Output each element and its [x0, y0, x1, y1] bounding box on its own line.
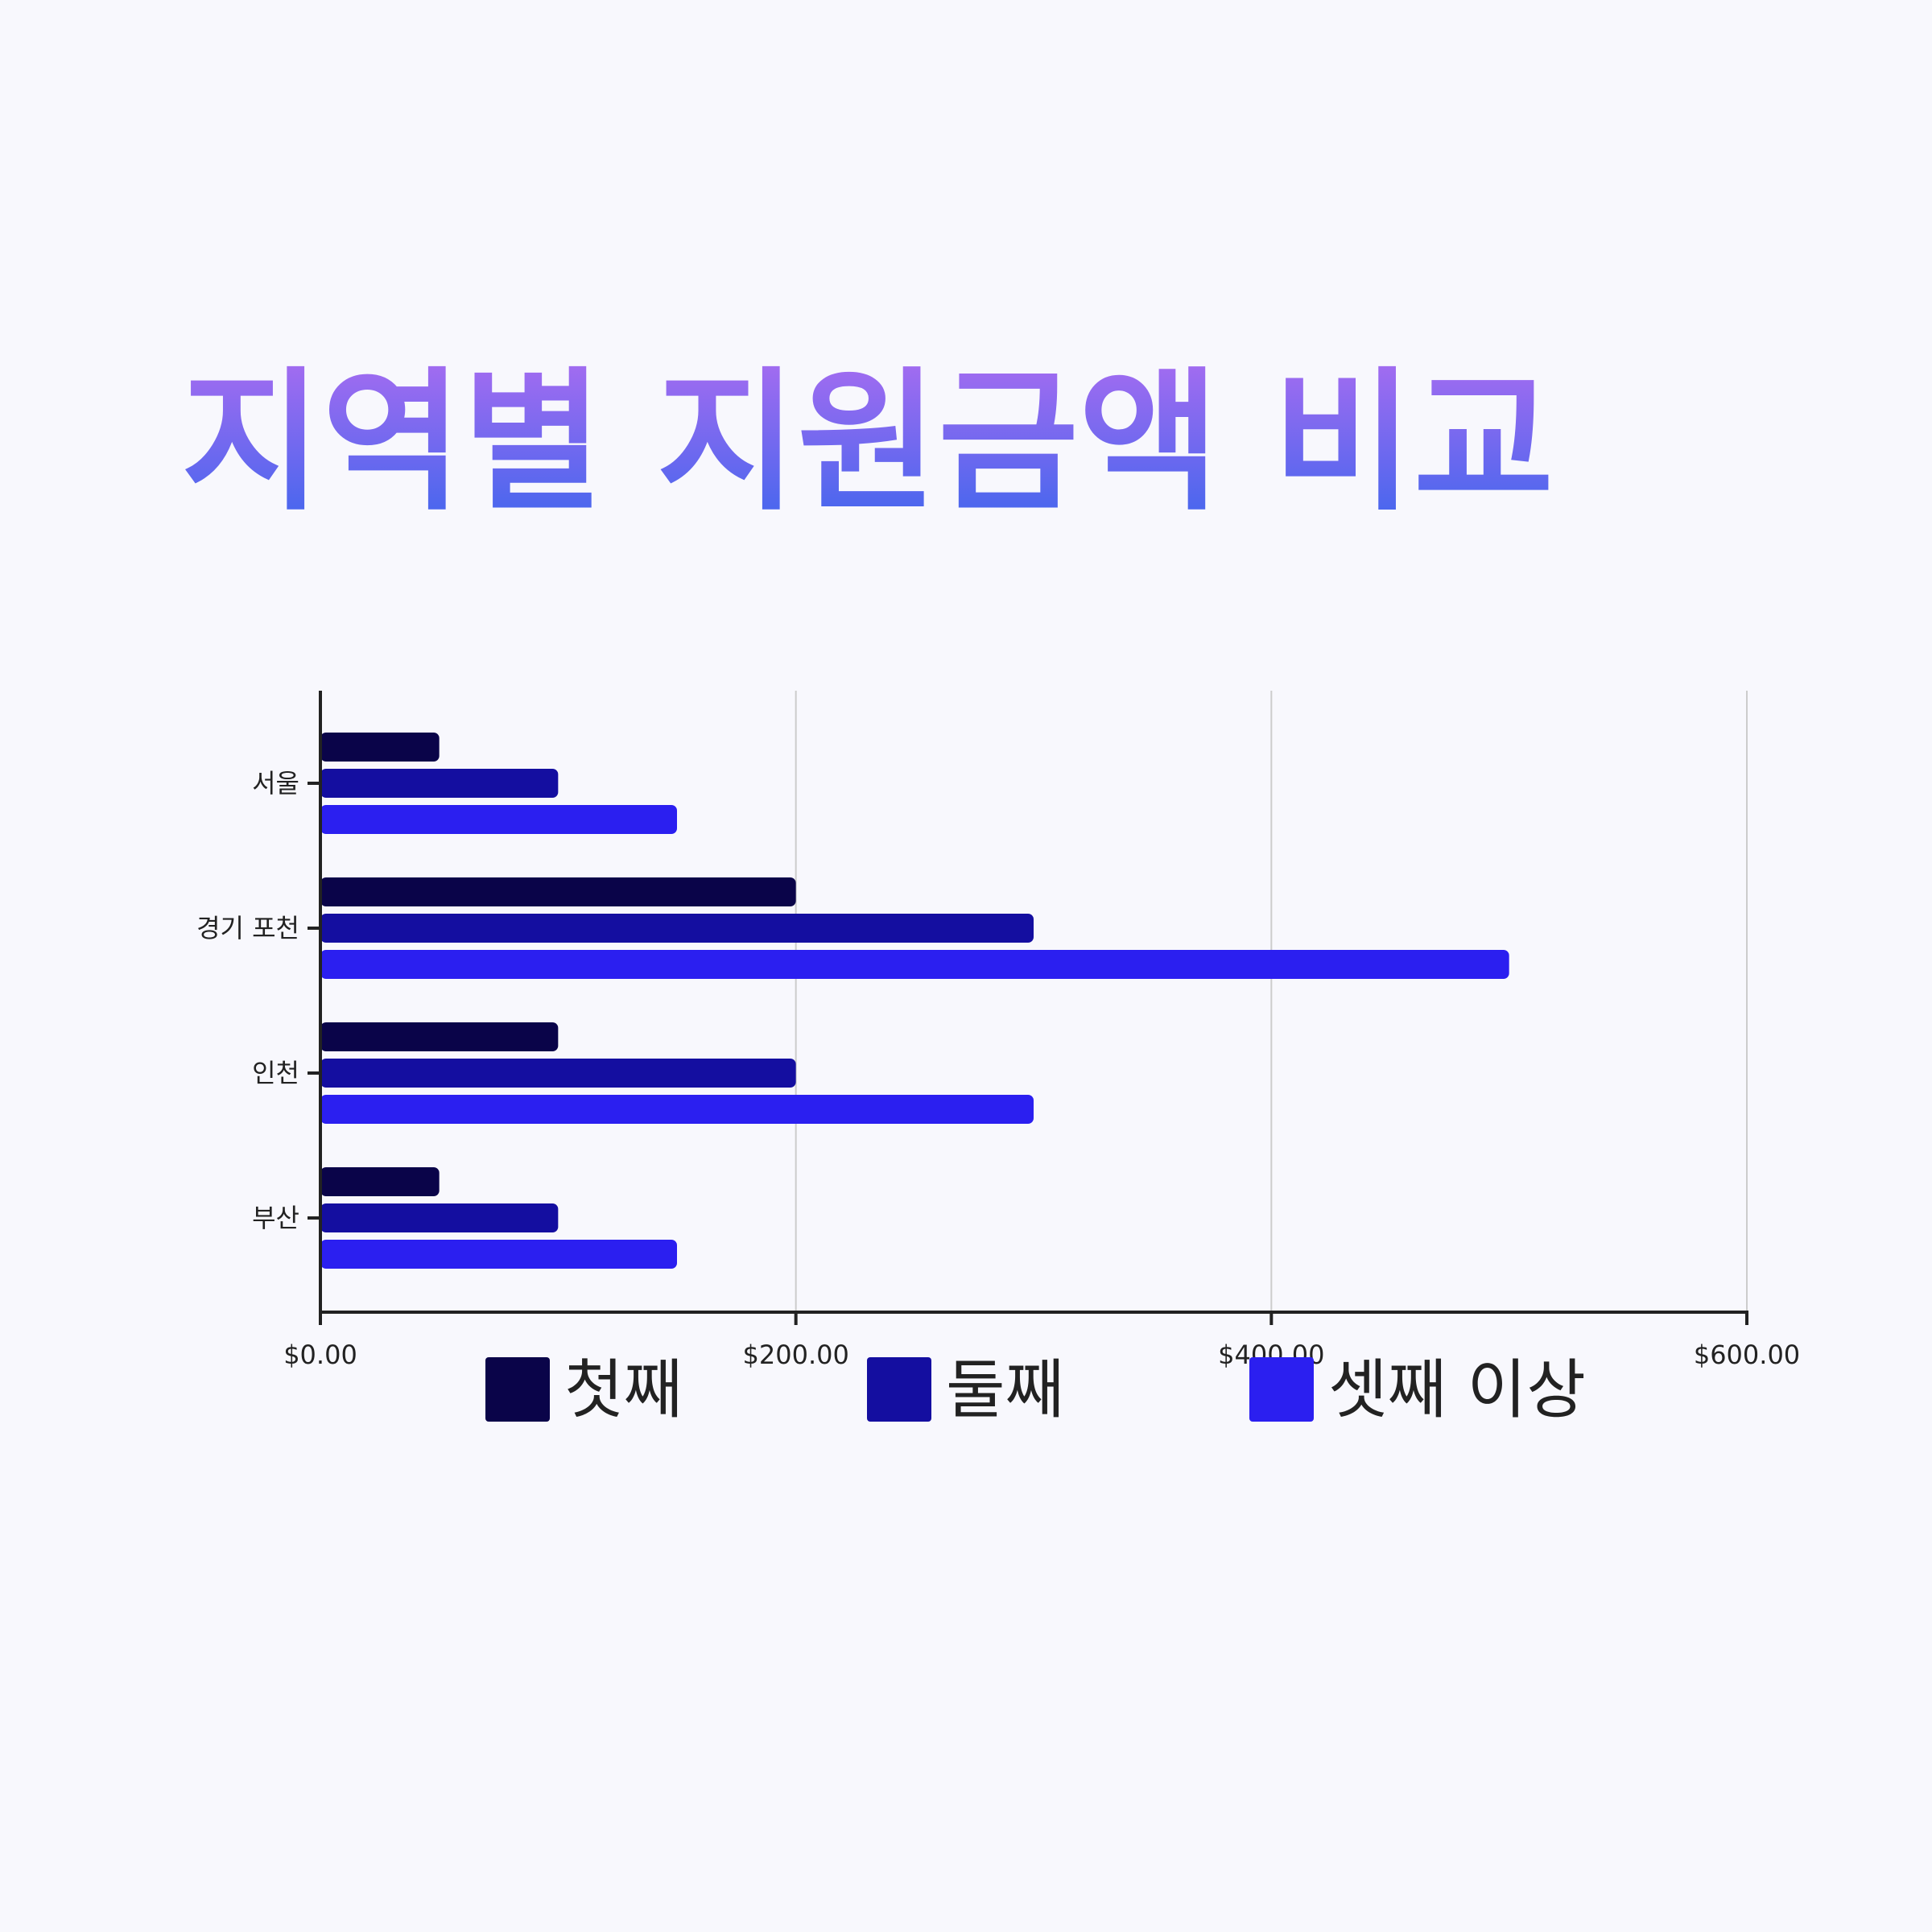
- bar-3-0: [320, 1167, 440, 1196]
- bar-1-1: [320, 914, 1034, 943]
- bar-2-1: [320, 1059, 796, 1088]
- bar-3-2: [320, 1240, 677, 1269]
- bar-1-0: [320, 877, 796, 906]
- legend-label-2: 셋째 이상: [1328, 1352, 1586, 1427]
- bar-0-0: [320, 733, 440, 762]
- legend: 첫째 둘째 셋째 이상: [485, 1352, 1586, 1427]
- legend-label-0: 첫째: [564, 1352, 683, 1427]
- x-tick-label-1: $200.00: [743, 1340, 849, 1370]
- bar-0-1: [320, 769, 559, 798]
- bars: [320, 733, 1509, 1269]
- legend-swatch-2: [1249, 1357, 1314, 1422]
- y-tick-label-2: 인천: [252, 1058, 299, 1088]
- x-tick-label-0: $0.00: [283, 1340, 357, 1370]
- x-tick-label-3: $600.00: [1694, 1340, 1800, 1370]
- legend-swatch-0: [485, 1357, 550, 1422]
- bar-0-2: [320, 805, 677, 834]
- y-tick-label-1: 경기 포천: [196, 913, 299, 943]
- legend-label-1: 둘째: [946, 1352, 1064, 1427]
- y-tick-label-3: 부산: [252, 1203, 299, 1233]
- bar-3-1: [320, 1203, 559, 1232]
- chart-title: 지역별 지원금액 비교: [181, 353, 1554, 531]
- legend-swatch-1: [867, 1357, 931, 1422]
- bar-2-0: [320, 1022, 559, 1051]
- bar-1-2: [320, 950, 1509, 979]
- y-tick-label-0: 서울: [252, 768, 299, 799]
- bar-2-2: [320, 1095, 1034, 1124]
- grid: [795, 691, 1748, 1312]
